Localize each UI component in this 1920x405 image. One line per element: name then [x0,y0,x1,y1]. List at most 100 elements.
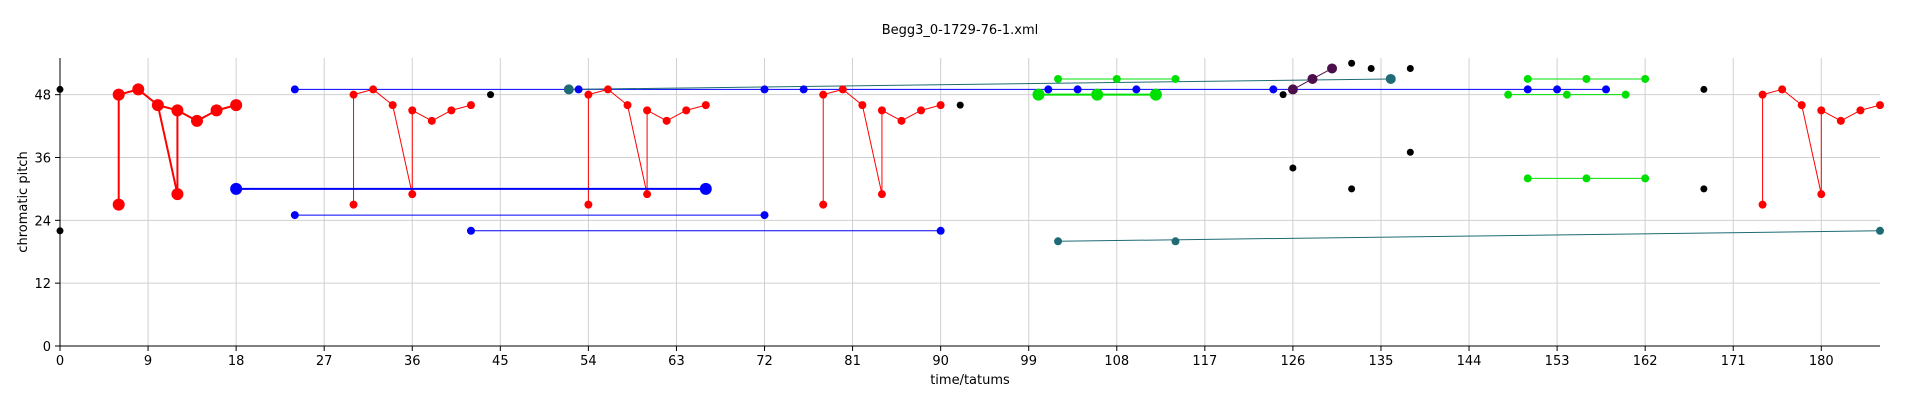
x-tick-label: 108 [1104,354,1129,369]
x-tick-label: 45 [492,354,509,369]
data-point [1758,200,1767,209]
data-point [1406,148,1414,156]
data-point [563,84,574,95]
data-point [1149,88,1162,101]
data-point [858,101,867,110]
x-axis-label: time/tatums [930,373,1010,388]
data-point [290,211,299,220]
data-point [1289,164,1297,172]
data-point [1112,74,1121,83]
x-tick-label: 63 [668,354,685,369]
data-point [1817,106,1826,115]
x-tick-label: 144 [1457,354,1482,369]
x-tick-label: 153 [1545,354,1570,369]
data-point [1032,88,1045,101]
series-segment [568,78,1391,90]
data-point [760,85,769,94]
data-point [349,90,358,99]
data-point [230,182,243,195]
data-point [897,116,906,125]
data-point [1044,85,1053,94]
data-point [171,104,184,117]
data-point [112,198,125,211]
data-point [936,101,945,110]
data-point [56,85,64,93]
data-point [1385,73,1396,84]
data-point [1641,174,1650,183]
x-tick-label: 18 [228,354,245,369]
data-point [1836,116,1845,125]
series-segment [392,105,413,195]
data-point [1641,74,1650,83]
data-point [1287,84,1298,95]
data-point [388,101,397,110]
data-point [447,106,456,115]
chart-title: Begg3_0-1729-76-1.xml [882,23,1039,38]
data-point [584,200,593,209]
data-point [151,99,164,112]
data-point [1171,74,1180,83]
data-point [877,190,886,199]
point-layer [56,59,1884,246]
data-point [1269,85,1278,94]
data-point [574,85,583,94]
data-point [1602,85,1611,94]
data-point [1054,237,1063,246]
data-point [290,85,299,94]
data-point [171,188,184,201]
data-point [819,200,828,209]
data-point [1582,74,1591,83]
x-tick-label: 162 [1633,354,1658,369]
data-point [643,106,652,115]
data-point [369,85,378,94]
x-tick-label: 135 [1369,354,1394,369]
x-tick-label: 90 [932,354,949,369]
grid-layer [59,58,1880,347]
x-tick-label: 81 [844,354,861,369]
data-point [799,85,808,94]
data-point [1758,90,1767,99]
x-tick-label: 27 [316,354,333,369]
x-tick-label: 9 [144,354,152,369]
data-point [1132,85,1141,94]
data-point [132,83,145,96]
y-axis-label: chromatic pitch [16,151,31,252]
data-point [487,91,495,99]
data-point [408,190,417,199]
data-point [1876,226,1884,235]
series-segment [156,104,179,195]
data-point [1700,85,1708,93]
data-point [466,101,475,110]
x-tick-label: 117 [1192,354,1217,369]
data-point [1778,85,1787,94]
series-segment [1058,230,1881,242]
data-point [1582,174,1591,183]
data-point [1797,101,1806,110]
data-point [643,190,652,199]
series-segment [372,89,394,106]
series-segment [842,89,863,106]
data-point [760,211,769,220]
data-point [1348,185,1356,193]
series-segment [627,105,648,195]
data-point [1327,63,1338,74]
data-point [1553,85,1562,94]
data-point [1562,90,1571,99]
data-point [210,104,223,117]
tick-layer: 0 9 18 27 36 45 54 63 72 81 90 99 108 117 126 135 144 153… [34,89,1833,369]
data-point [1307,73,1318,84]
data-point [877,106,886,115]
data-point [682,106,691,115]
data-point [1523,74,1532,83]
data-point [1348,59,1356,67]
data-point [1091,88,1104,101]
data-point [1700,185,1708,193]
data-point [1523,85,1532,94]
data-point [603,85,612,94]
series-segment [861,105,883,195]
x-tick-label: 0 [56,354,64,369]
data-point [1817,190,1826,199]
data-point [349,200,358,209]
data-point [584,90,593,99]
